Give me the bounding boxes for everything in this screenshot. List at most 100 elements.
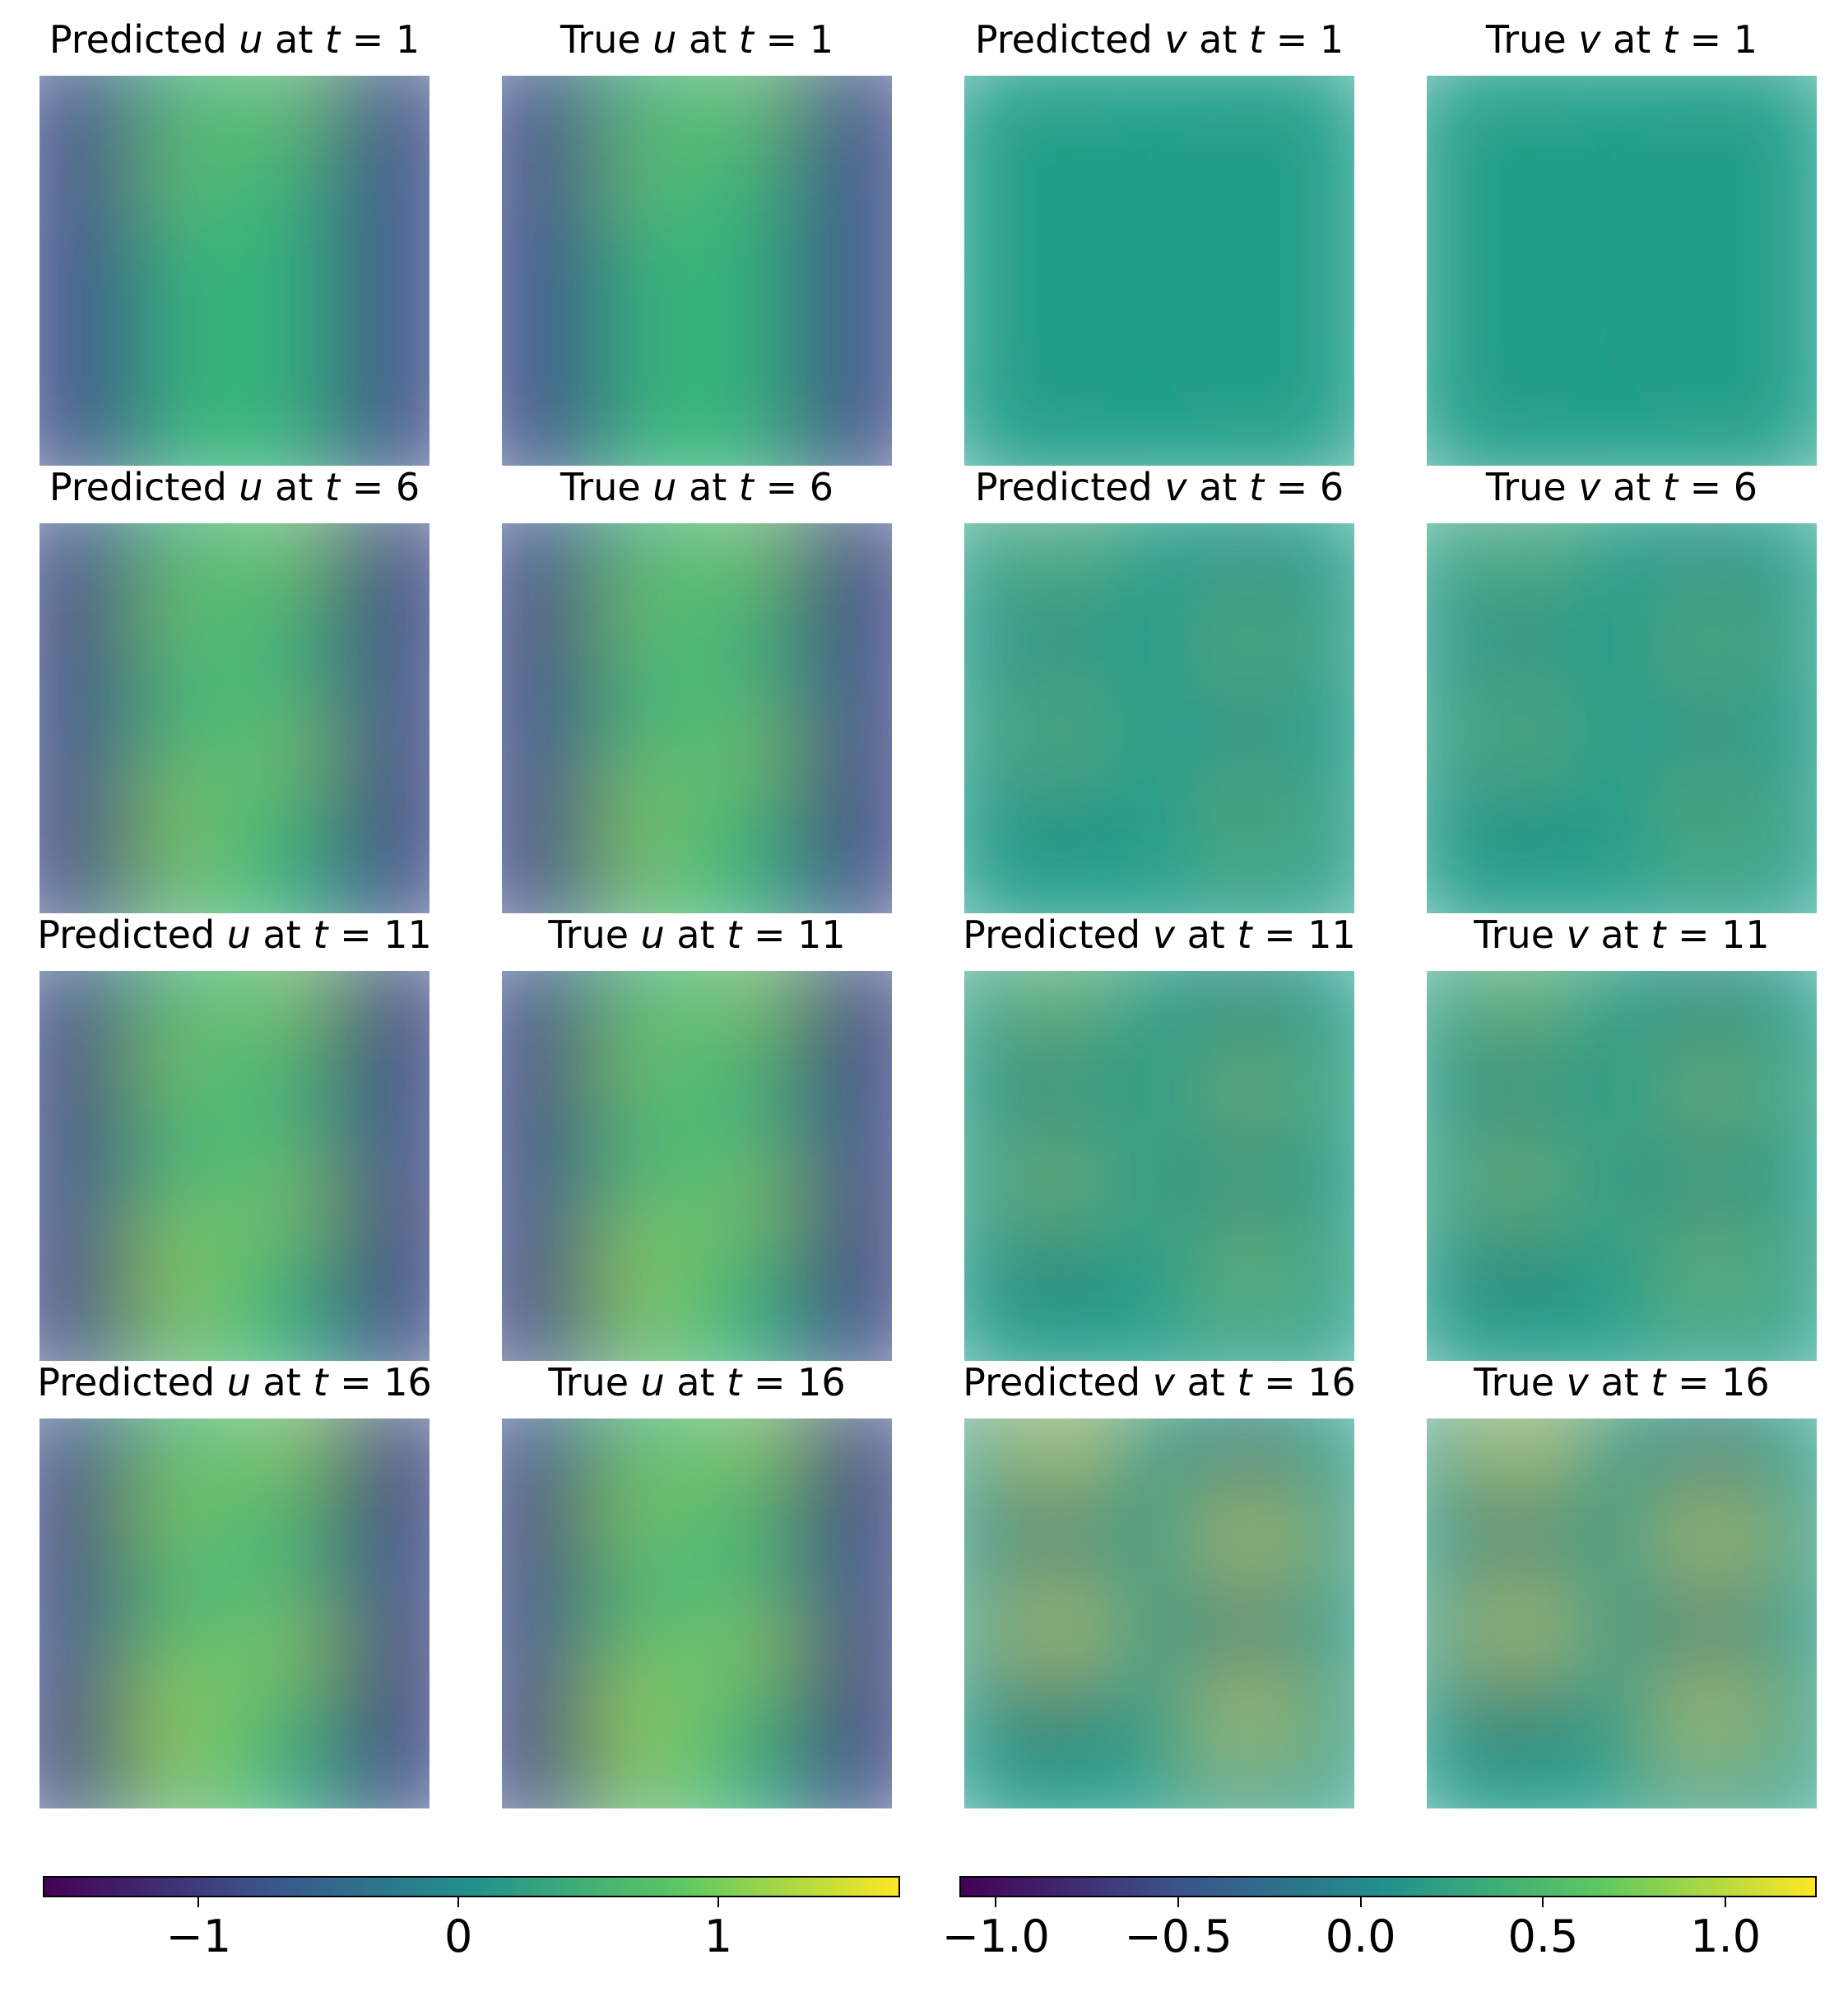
dark-blob <box>1038 142 1061 160</box>
bright-blob <box>1484 974 1556 1030</box>
panel-title-part: t <box>313 1360 328 1404</box>
dark-blob <box>529 1256 584 1326</box>
heatmap-panel <box>502 1418 892 1808</box>
panel-title: Predicted u at t = 16 <box>4 1359 465 1405</box>
bright-blob <box>137 573 192 644</box>
heatmap-svg <box>964 1418 1354 1808</box>
bright-blob <box>1237 318 1261 335</box>
dark-blob <box>810 1200 865 1271</box>
dark-blob <box>1205 1150 1277 1205</box>
bright-blob <box>736 76 783 138</box>
colorbar-tick <box>1542 1897 1544 1907</box>
heatmap-panel <box>1427 523 1817 913</box>
panel-title: True u at t = 11 <box>467 912 927 958</box>
bright-blob <box>1683 620 1739 664</box>
heatmap-panel <box>964 1418 1354 1808</box>
heatmap-svg <box>1427 1418 1817 1808</box>
bright-blob <box>262 1418 332 1493</box>
panel-title-part: v <box>1566 1360 1589 1404</box>
dark-blob <box>532 811 580 875</box>
panel-title-part: True <box>1474 1360 1567 1404</box>
bright-blob <box>1237 142 1261 160</box>
background-region <box>1427 76 1817 466</box>
panel-title-part: at <box>1186 17 1250 62</box>
panel-title: Predicted v at t = 16 <box>929 1359 1390 1405</box>
bright-blob <box>1029 532 1086 576</box>
panel-title-part: t <box>1662 465 1678 509</box>
dark-blob <box>63 1699 126 1778</box>
heatmap-panel <box>39 971 429 1361</box>
panel-title-part: = 16 <box>1251 1360 1356 1404</box>
panel-title-part: = 11 <box>327 912 432 957</box>
dark-blob <box>1038 318 1061 335</box>
panel-title-part: at <box>1600 465 1663 509</box>
bright-blob <box>1675 1062 1748 1117</box>
panel-title: True u at t = 16 <box>467 1359 927 1405</box>
panel-title-part: at <box>676 17 739 62</box>
bright-blob <box>592 1461 662 1548</box>
bright-blob <box>1205 1504 1293 1571</box>
panel-title-part: = 1 <box>753 17 834 62</box>
bright-blob <box>1492 708 1549 752</box>
panel-title-part: t <box>1249 17 1265 62</box>
panel-title-part: at <box>664 912 727 957</box>
colorbar-tick-label: 0.5 <box>1507 1910 1579 1962</box>
panel-title-part: t <box>738 465 754 509</box>
panel-title-part: at <box>1600 17 1663 62</box>
bright-blob <box>1213 1062 1285 1117</box>
panel-title-part: u <box>652 17 677 62</box>
panel-title-part: at <box>676 465 739 509</box>
panel-title-part: Predicted <box>37 1360 227 1404</box>
dark-blob <box>1675 708 1732 752</box>
panel-title-part: at <box>250 912 313 957</box>
dark-blob <box>347 1200 402 1271</box>
colorbar-tick <box>995 1897 997 1907</box>
bright-blob <box>1683 796 1739 839</box>
panel-title-part: Predicted <box>49 465 239 509</box>
bright-blob <box>1509 186 1532 203</box>
panel-title: Predicted v at t = 6 <box>929 464 1390 510</box>
panel-title-part: True <box>548 912 641 957</box>
dark-blob <box>801 1005 857 1076</box>
dark-blob <box>70 616 118 680</box>
colorbar-tick <box>1177 1897 1180 1907</box>
dark-blob <box>814 757 861 820</box>
bright-blob <box>595 1017 658 1096</box>
heatmap-panel <box>1427 971 1817 1361</box>
bright-blob <box>1700 318 1723 335</box>
dark-blob <box>1006 1679 1093 1747</box>
colorbar-tick <box>717 1897 719 1907</box>
dark-blob <box>1660 1418 1747 1483</box>
background-region <box>1427 971 1817 1361</box>
dark-blob <box>343 1644 406 1723</box>
dark-blob <box>343 562 391 625</box>
dark-blob <box>1477 1237 1549 1293</box>
panel-title-part: = 1 <box>340 17 420 62</box>
panel-title-part: = 11 <box>1665 912 1770 957</box>
bright-blob <box>141 1718 211 1805</box>
dark-blob <box>806 1644 869 1723</box>
heatmap-svg <box>964 523 1354 913</box>
dark-blob <box>1484 620 1541 664</box>
bright-blob <box>1668 1679 1755 1747</box>
bright-blob <box>727 1158 791 1237</box>
panel-title-part: t <box>1651 1360 1666 1404</box>
dark-blob <box>1501 405 1524 423</box>
bright-blob <box>592 1641 662 1727</box>
colorbar-tick <box>197 1897 200 1907</box>
bright-blob <box>269 714 325 785</box>
heatmap-panel <box>39 523 429 913</box>
panel-title-part: t <box>1662 17 1678 62</box>
bright-blob <box>1668 1504 1755 1571</box>
panel-title-part: True <box>1474 912 1567 957</box>
dark-blob <box>1038 405 1061 423</box>
dark-blob <box>1213 532 1270 576</box>
panel-title: Predicted v at t = 11 <box>929 912 1390 958</box>
panel-title: True v at t = 16 <box>1391 1359 1848 1405</box>
heatmap-svg <box>39 971 429 1361</box>
panel-title-part: at <box>262 465 326 509</box>
bright-blob <box>1477 1591 1564 1659</box>
heatmap-panel <box>964 523 1354 913</box>
panel-title-part: v <box>1152 912 1175 957</box>
colorbar-tick <box>1725 1897 1727 1907</box>
